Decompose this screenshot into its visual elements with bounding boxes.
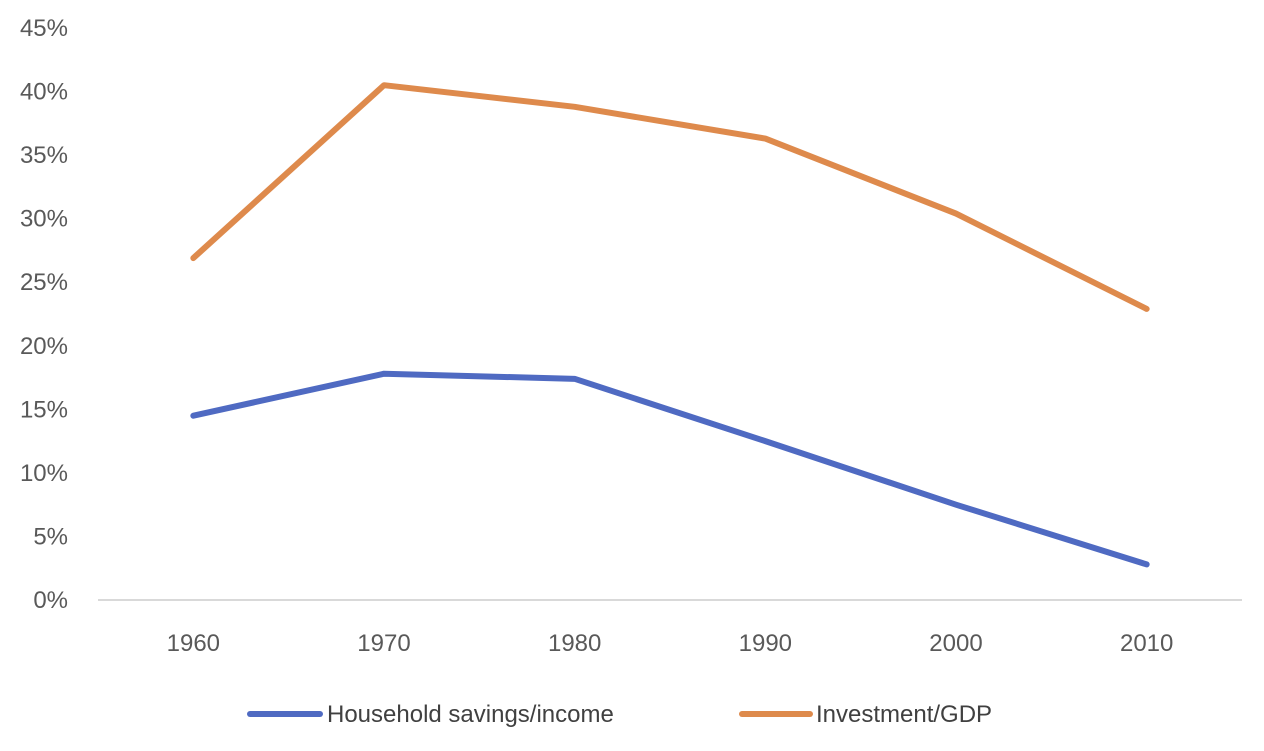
y-tick-label: 30% bbox=[20, 206, 68, 233]
y-tick-label: 25% bbox=[20, 269, 68, 296]
x-tick-label: 1970 bbox=[357, 630, 410, 657]
y-tick-label: 10% bbox=[20, 460, 68, 487]
x-tick-label: 2010 bbox=[1120, 630, 1173, 657]
x-tick-label: 2000 bbox=[929, 630, 982, 657]
legend-label-1: Investment/GDP bbox=[816, 701, 992, 728]
y-tick-label: 5% bbox=[33, 523, 68, 550]
x-tick-label: 1990 bbox=[739, 630, 792, 657]
x-tick-label: 1960 bbox=[167, 630, 220, 657]
y-tick-label: 40% bbox=[20, 79, 68, 106]
series-lines bbox=[190, 82, 1150, 568]
x-axis-tick-labels: 1960 1970 1980 1990 2000 2010 bbox=[167, 630, 1174, 657]
y-tick-label: 0% bbox=[33, 587, 68, 614]
series-line-0 bbox=[190, 370, 1150, 568]
y-axis-tick-labels: 0% 5% 10% 15% 20% 25% 30% 35% 40% 45% bbox=[20, 15, 68, 614]
series-line-1 bbox=[190, 82, 1150, 312]
legend: Household savings/income Investment/GDP bbox=[247, 701, 992, 728]
y-tick-label: 20% bbox=[20, 333, 68, 360]
legend-label-0: Household savings/income bbox=[327, 701, 614, 728]
x-tick-label: 1980 bbox=[548, 630, 601, 657]
y-tick-label: 45% bbox=[20, 15, 68, 42]
y-tick-label: 35% bbox=[20, 142, 68, 169]
y-tick-label: 15% bbox=[20, 396, 68, 423]
